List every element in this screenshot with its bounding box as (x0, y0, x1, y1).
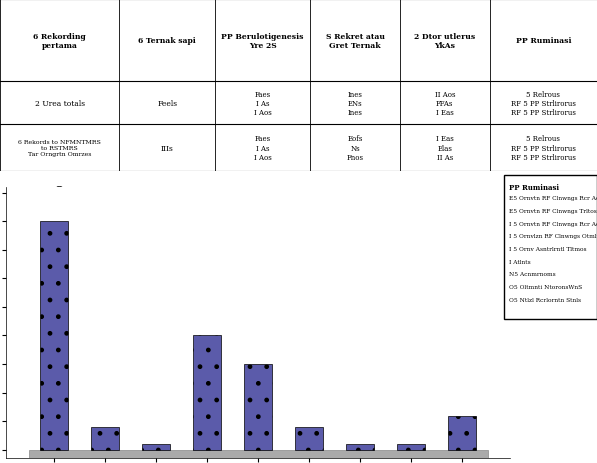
Text: PP Ruminasi: PP Ruminasi (509, 183, 559, 191)
Text: I 5 Ornvtn RF Clnwngs Rcr Acnmrnors: I 5 Ornvtn RF Clnwngs Rcr Acnmrnors (509, 221, 597, 226)
Text: S Rekret atau
Gret Ternak: S Rekret atau Gret Ternak (326, 32, 384, 50)
Bar (142, 444, 170, 450)
Text: 5 Relrous
RF 5 PP Strlirorus
RF 5 PP Strlirorus: 5 Relrous RF 5 PP Strlirorus RF 5 PP Str… (511, 90, 576, 117)
Text: I Eas
Elas
II As: I Eas Elas II As (436, 135, 454, 161)
Text: I 5 Ornv Asntrlrntl Tltmos: I 5 Ornv Asntrlrntl Tltmos (509, 247, 587, 251)
Text: Ines
ENs
Ines: Ines ENs Ines (348, 90, 362, 117)
Text: 6 Rekords to NFMNTMRS
to RSTMRS
Tar Orngrtn Omrzes: 6 Rekords to NFMNTMRS to RSTMRS Tar Orng… (19, 140, 101, 156)
Text: I 5 Ornvlzn RF Clnwngs Otmltos: I 5 Ornvlzn RF Clnwngs Otmltos (509, 234, 597, 239)
Text: PP Ruminasi: PP Ruminasi (516, 37, 571, 45)
Text: E5 Ornvtn RF Clnwngs Trltos: E5 Ornvtn RF Clnwngs Trltos (509, 209, 597, 213)
Bar (346, 444, 374, 450)
Bar (41, 222, 69, 450)
Text: Feels: Feels (157, 100, 177, 107)
Text: I Atlnts: I Atlnts (509, 259, 531, 264)
Text: S: S (56, 185, 64, 198)
Text: 6 Rekording
pertama: 6 Rekording pertama (33, 32, 86, 50)
Text: PP Berulotigenesis
Yre 2S: PP Berulotigenesis Yre 2S (221, 32, 304, 50)
Text: 2 Dtor utlerus
YkAs: 2 Dtor utlerus YkAs (414, 32, 475, 50)
Bar (29, 450, 488, 458)
Text: Faes
I As
I Aos: Faes I As I Aos (254, 135, 272, 161)
FancyBboxPatch shape (504, 176, 597, 319)
Text: IIIs: IIIs (161, 144, 174, 152)
Text: II Aos
FFAs
I Eas: II Aos FFAs I Eas (435, 90, 455, 117)
Bar (91, 427, 119, 450)
Text: O5 Ntlzl Rcrlorntn Stnls: O5 Ntlzl Rcrlorntn Stnls (509, 297, 581, 302)
Bar (448, 416, 476, 450)
Bar (295, 427, 323, 450)
Text: 2 Urea totals: 2 Urea totals (35, 100, 85, 107)
Text: N5 Acnmrnoms: N5 Acnmrnoms (509, 272, 556, 277)
Text: O5 Oltmnti NtoronsWnS: O5 Oltmnti NtoronsWnS (509, 284, 582, 289)
Bar (193, 336, 221, 450)
Bar (397, 444, 425, 450)
Bar (244, 364, 272, 450)
Text: Faes
I As
I Aos: Faes I As I Aos (254, 90, 272, 117)
Text: E5 Ornvtn RF Clnwngs Rcr Acnmrnors: E5 Ornvtn RF Clnwngs Rcr Acnmrnors (509, 196, 597, 201)
Text: 5 Relrous
RF 5 PP Strlirorus
RF 5 PP Strlirorus: 5 Relrous RF 5 PP Strlirorus RF 5 PP Str… (511, 135, 576, 161)
Text: Eofs
Ns
Fnos: Eofs Ns Fnos (347, 135, 364, 161)
Text: 6 Ternak sapi: 6 Ternak sapi (139, 37, 196, 45)
